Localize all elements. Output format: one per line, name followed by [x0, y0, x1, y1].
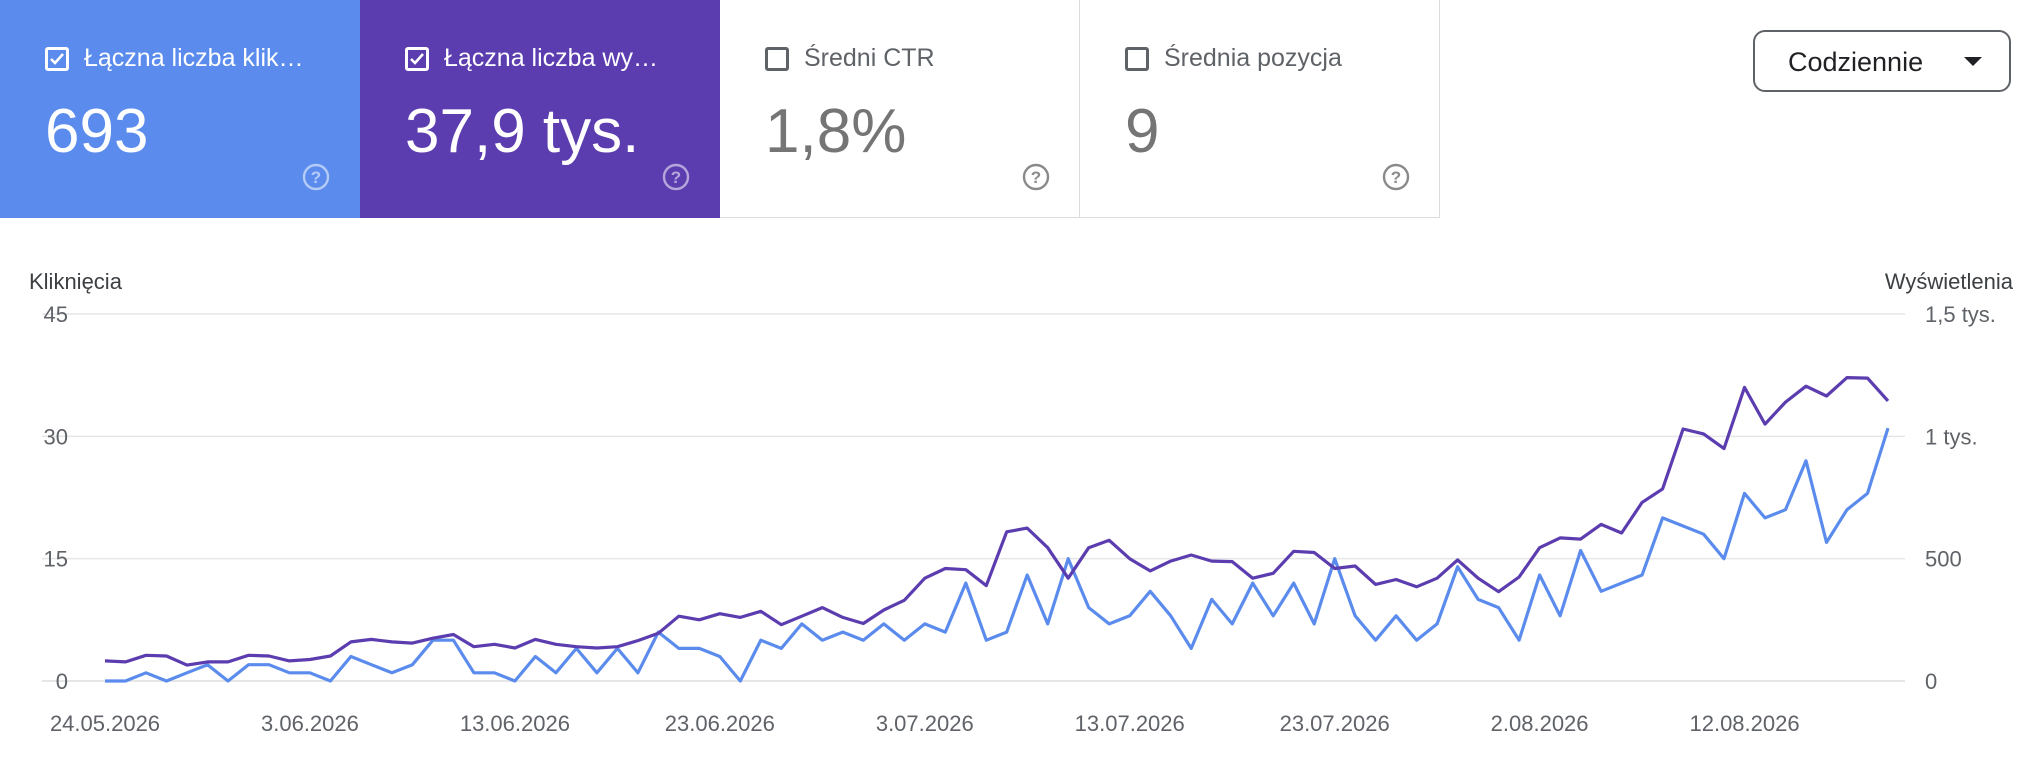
- y-tick-label: 500: [1925, 547, 1962, 572]
- x-tick-label: 12.08.2026: [1689, 711, 1799, 736]
- checkbox[interactable]: [1125, 47, 1149, 71]
- x-tick-label: 3.06.2026: [261, 711, 359, 736]
- metric-card-value: 1,8%: [765, 97, 907, 166]
- x-tick-label: 24.05.2026: [50, 711, 160, 736]
- metric-card-impressions[interactable]: Łączna liczba wy… 37,9 tys. ?: [360, 0, 720, 218]
- metric-card-label: Łączna liczba wy…: [444, 44, 658, 72]
- help-icon[interactable]: ?: [1022, 163, 1050, 191]
- svg-text:?: ?: [1391, 168, 1401, 187]
- metric-card-label: Średni CTR: [804, 44, 935, 72]
- metric-card-value: 9: [1125, 97, 1160, 166]
- metric-card-clicks[interactable]: Łączna liczba klik… 693 ?: [0, 0, 360, 218]
- x-tick-label: 23.06.2026: [665, 711, 775, 736]
- help-icon[interactable]: ?: [662, 163, 690, 191]
- svg-text:?: ?: [1031, 168, 1041, 187]
- chevron-down-icon: [1964, 57, 1982, 66]
- y-tick-label: 15: [44, 547, 68, 572]
- x-tick-label: 23.07.2026: [1280, 711, 1390, 736]
- checkbox[interactable]: [765, 47, 789, 71]
- x-tick-label: 13.06.2026: [460, 711, 570, 736]
- series-line-impressions: [104, 376, 1890, 667]
- left-axis-label: Kliknięcia: [29, 269, 123, 294]
- right-axis-label: Wyświetlenia: [1885, 269, 2014, 294]
- series-line-clicks: [105, 427, 1890, 683]
- granularity-dropdown[interactable]: Codziennie: [1753, 30, 2011, 92]
- metric-card-ctr[interactable]: Średni CTR 1,8% ?: [720, 0, 1080, 218]
- y-tick-label: 0: [56, 669, 68, 694]
- checkbox[interactable]: [45, 47, 69, 71]
- x-tick-label: 2.08.2026: [1491, 711, 1589, 736]
- svg-text:?: ?: [311, 168, 321, 187]
- y-tick-label: 1 tys.: [1925, 424, 1978, 449]
- x-tick-label: 3.07.2026: [876, 711, 974, 736]
- metric-card-position[interactable]: Średnia pozycja 9 ?: [1080, 0, 1440, 218]
- x-tick-label: 13.07.2026: [1075, 711, 1185, 736]
- metric-card-label: Łączna liczba klik…: [84, 44, 304, 72]
- metric-card-value: 37,9 tys.: [405, 97, 640, 166]
- metric-card-label: Średnia pozycja: [1164, 44, 1342, 72]
- y-tick-label: 1,5 tys.: [1925, 302, 1996, 327]
- metric-card-value: 693: [45, 97, 149, 166]
- y-tick-label: 30: [44, 424, 68, 449]
- dropdown-label: Codziennie: [1788, 47, 1924, 77]
- help-icon[interactable]: ?: [1382, 163, 1410, 191]
- svg-text:?: ?: [671, 168, 681, 187]
- y-tick-label: 45: [44, 302, 68, 327]
- y-tick-label: 0: [1925, 669, 1937, 694]
- checkbox[interactable]: [405, 47, 429, 71]
- help-icon[interactable]: ?: [302, 163, 330, 191]
